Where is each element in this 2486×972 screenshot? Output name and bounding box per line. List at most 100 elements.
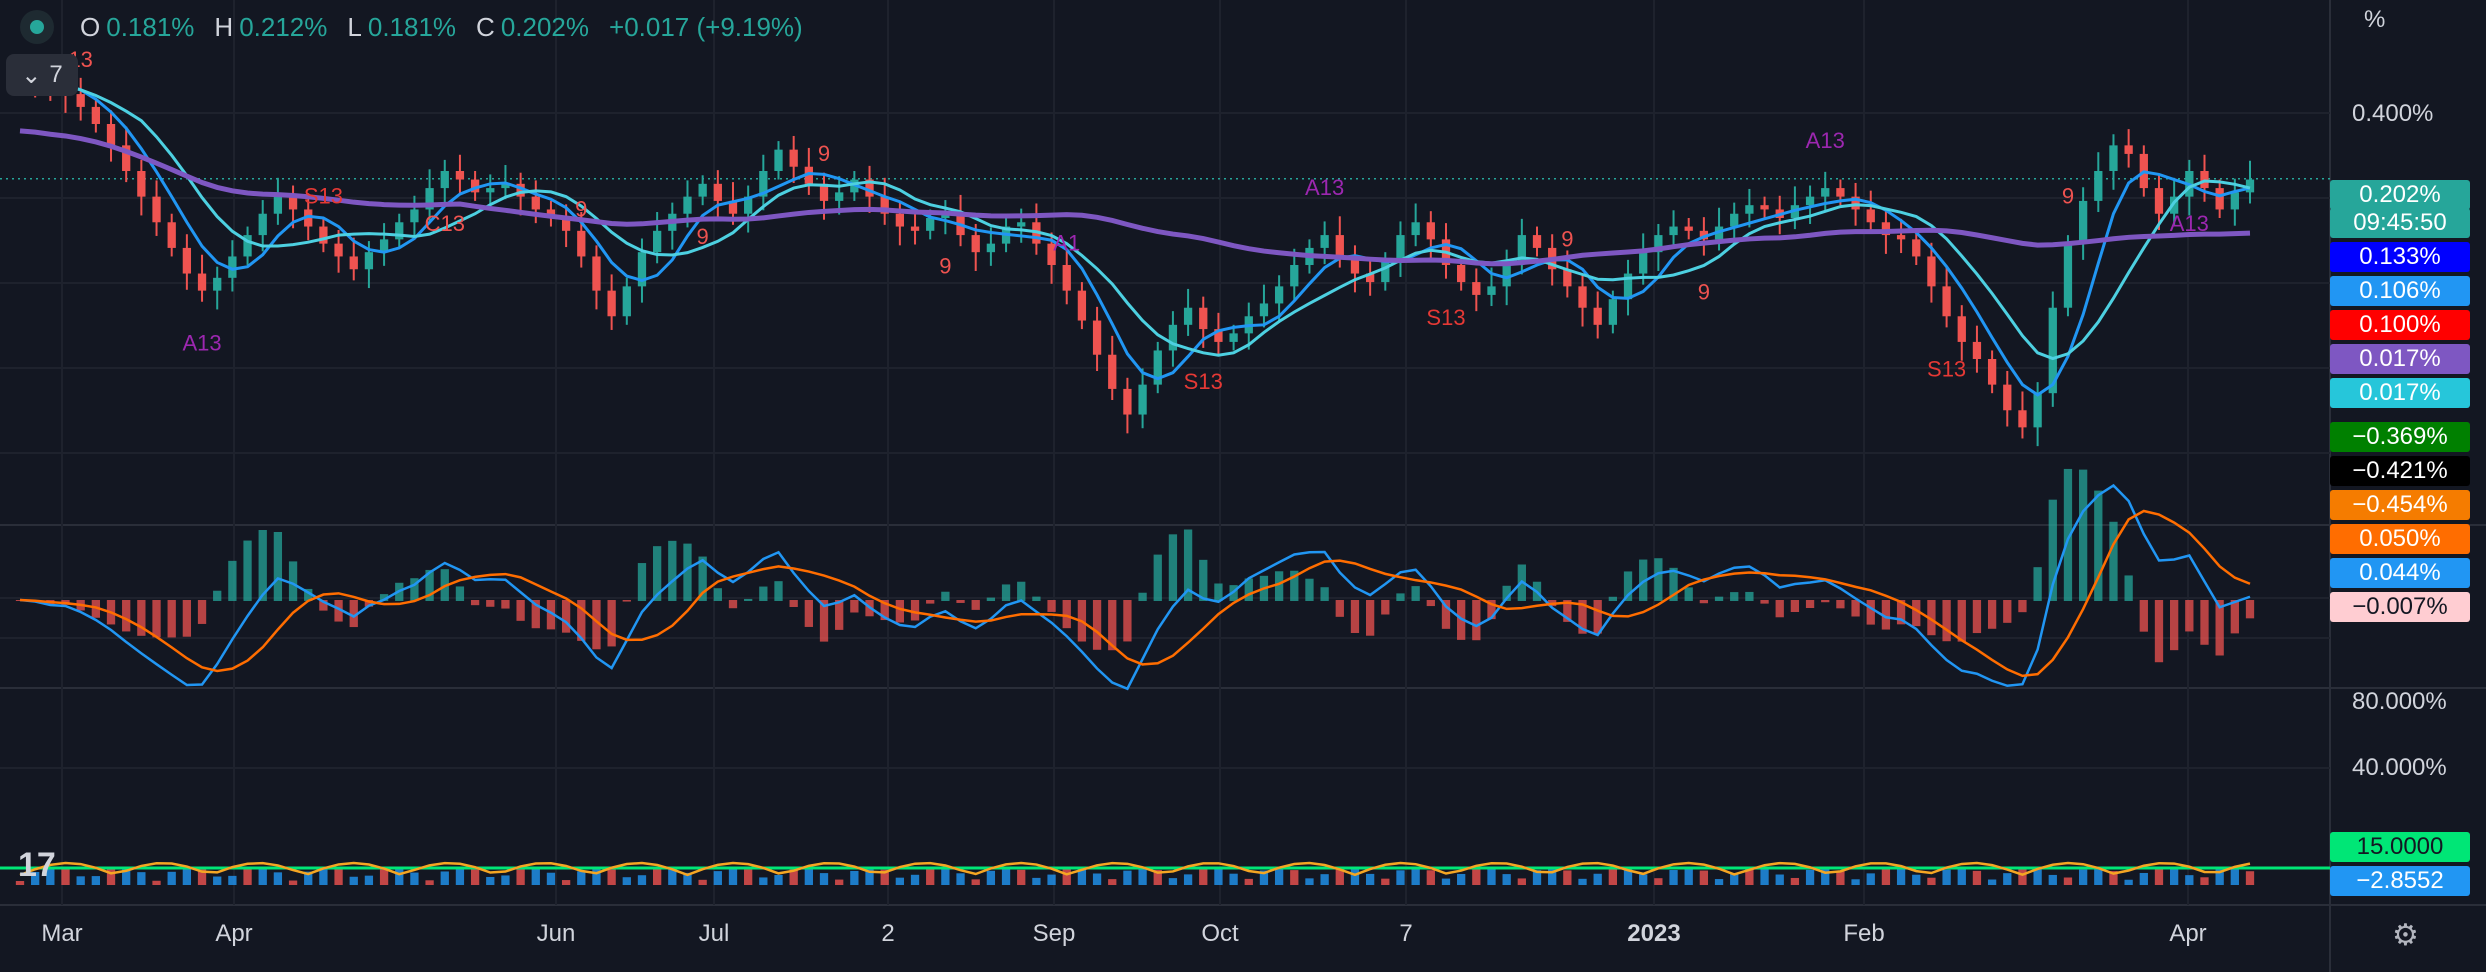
macd-histogram-bar [2245,600,2255,619]
osc-histogram-bar [865,867,874,885]
candle-body [1684,226,1693,231]
osc-histogram-bar [46,867,55,885]
x-tick-label: Jul [698,920,730,947]
osc-histogram-bar [1305,878,1314,885]
osc-histogram-bar [167,871,176,885]
osc-histogram-bar [1517,878,1526,885]
td-count-label: S13 [304,184,343,209]
candle-body [1457,265,1466,283]
macd-histogram-bar [1821,600,1830,603]
open-value: 0.181% [106,11,195,42]
osc-line [19,861,2251,877]
close-value: 0.202% [500,11,590,42]
tradingview-logo-icon[interactable]: 17 [18,846,56,884]
candle-body [880,196,889,214]
osc-histogram-bar [1274,867,1284,885]
macd-histogram-bar [258,530,267,601]
candle-body [395,222,404,240]
osc-histogram-bar [122,867,131,885]
macd-histogram-bar [1714,596,1724,601]
macd-histogram-bar [1578,600,1587,634]
y-tick-label: 0.400% [2352,100,2434,127]
candle-body [1274,286,1284,304]
candle-body [683,196,692,214]
indicators-collapse-button[interactable]: ⌄ 7 [6,54,78,96]
candle-body [1987,359,1997,385]
osc-histogram-bar [2245,871,2255,885]
osc-histogram-bar [1426,870,1435,885]
candle-body [425,188,434,210]
x-tick-label: Sep [1032,920,1076,947]
candle-body [1062,265,1071,291]
osc-histogram-bar [2230,867,2239,885]
candle-body [774,149,783,171]
candle-body [910,226,920,231]
osc-histogram-bar [395,867,404,885]
candle-body [607,290,616,317]
gear-icon[interactable]: ⚙ [2392,919,2419,952]
macd-histogram-bar [2215,600,2224,656]
chevron-down-icon: ⌄ [21,61,42,89]
macd-histogram-bar [1745,591,1754,601]
candle-body [2170,196,2179,214]
osc-histogram-bar [1032,877,1041,885]
osc-histogram-bar [728,867,738,885]
osc-histogram-bar [2003,873,2012,885]
candle-body [486,188,495,193]
osc-histogram-bar [2094,867,2103,885]
macd-histogram-bar [592,600,601,650]
x-tick-label: Oct [1201,920,1239,947]
macd-histogram-bar [137,600,146,636]
macd-histogram-bar [1108,600,1117,651]
macd-histogram-bar [213,590,222,601]
osc-histogram-bar [31,871,40,885]
price-tag: 0.017% [2330,344,2470,374]
candle-body [728,200,738,214]
candle-body [470,179,480,193]
osc-histogram-bar [1532,870,1542,885]
price-tag: −0.007% [2330,592,2470,622]
price-tag: 0.133% [2330,242,2470,272]
candle-body [2048,307,2057,394]
osc-histogram-bar [1168,878,1178,885]
candle-body [926,218,935,231]
candle-body [546,209,556,218]
macd-histogram-bar [1927,600,1936,636]
macd-histogram-bar [668,540,677,601]
osc-histogram-bar [2185,875,2194,885]
osc-histogram-bar [197,869,207,885]
candle-body [895,213,905,227]
macd-histogram-bar [1274,571,1284,601]
osc-histogram-bar [410,872,419,885]
osc-histogram-bar [637,875,647,885]
osc-histogram-bar [1335,867,1344,885]
td-count-label: 9 [818,141,830,166]
x-tick-label: 7 [1399,920,1413,947]
y-tick-label: 80.000% [2352,688,2447,715]
macd-histogram-bar [622,600,631,602]
macd-histogram-bar [926,600,935,604]
osc-histogram-bar [1199,867,1208,885]
osc-histogram-bar [2109,871,2118,885]
osc-histogram-bar [1214,867,1223,885]
macd-histogram-bar [152,600,161,638]
macd-histogram-bar [895,600,905,623]
td-count-label: A13 [1305,175,1344,200]
macd-histogram-bar [531,600,540,629]
macd-histogram-bar [1472,600,1481,641]
macd-histogram-bar [364,600,374,607]
macd-histogram-bar [1957,600,1966,642]
macd-histogram-bar [1214,583,1223,601]
osc-histogram-bar [2018,867,2027,885]
x-tick-label: 2 [881,920,895,947]
candle-body [1942,286,1951,317]
macd-histogram-bar [910,600,920,621]
candle-body [106,124,116,146]
osc-histogram-bar [1881,867,1891,885]
candle-body [1836,188,1845,197]
symbol-status-icon[interactable] [20,10,54,44]
osc-histogram-bar [1866,873,1875,885]
osc-histogram-bar [1381,878,1390,885]
candle-body [1335,235,1344,257]
